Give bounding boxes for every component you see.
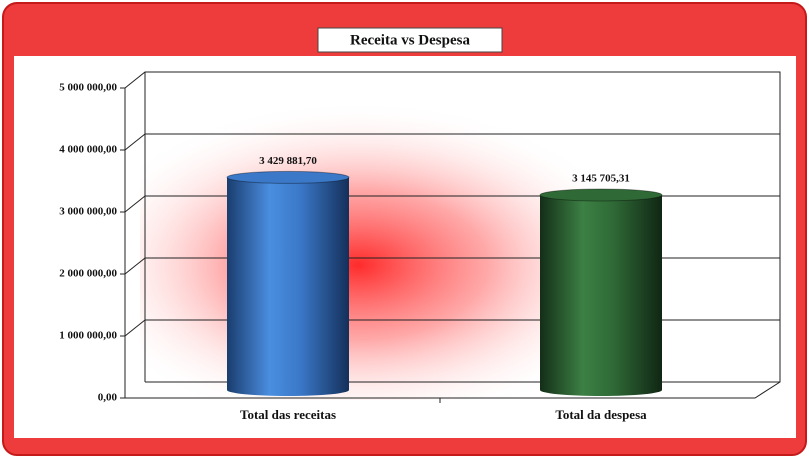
grid-line: [124, 257, 146, 275]
y-tick-label: 4 000 000,00: [59, 144, 117, 156]
y-tick-label: 5 000 000,00: [59, 82, 117, 94]
value-label: 3 429 881,70: [259, 155, 317, 167]
title-box: [317, 27, 503, 53]
bar-base: [227, 384, 349, 396]
bar-top: [226, 170, 350, 184]
chart-title: Receita vs Despesa: [350, 32, 470, 48]
bar-base: [540, 384, 662, 396]
bar-top: [539, 188, 663, 202]
x-tick-label: Total das receitas: [240, 407, 336, 422]
grid-line: [124, 195, 146, 213]
y-tick-label: 2 000 000,00: [59, 268, 117, 280]
bar: [227, 177, 349, 390]
grid-line: [124, 319, 146, 337]
value-label: 3 145 705,31: [572, 172, 630, 184]
bar: [540, 194, 662, 390]
y-tick-label: 3 000 000,00: [59, 206, 117, 218]
x-tick-label: Total da despesa: [555, 407, 647, 422]
grid-line: [124, 133, 146, 151]
y-tick-label: 0,00: [98, 392, 118, 404]
y-tick-label: 1 000 000,00: [59, 330, 117, 342]
